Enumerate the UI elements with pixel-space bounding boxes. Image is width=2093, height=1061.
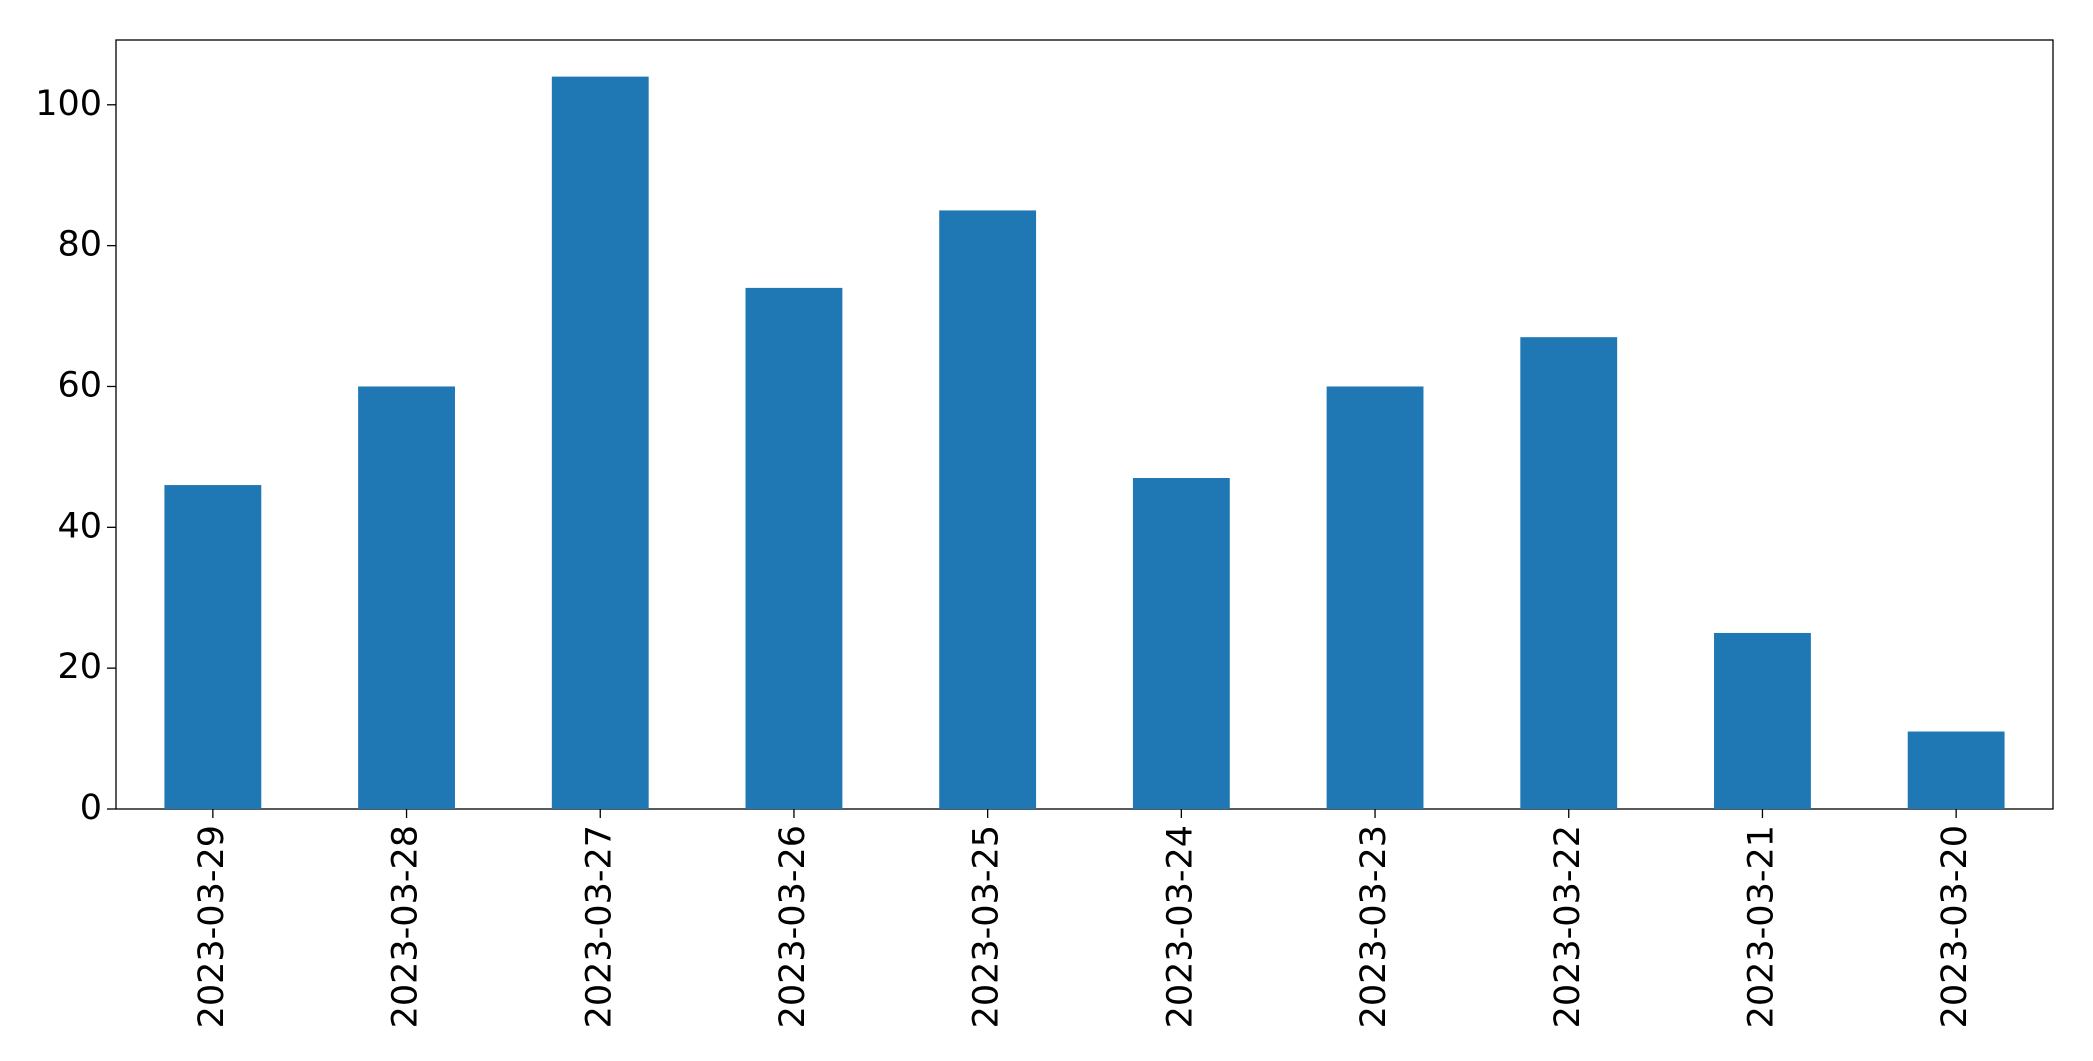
- x-tick-label: 2023-03-21: [1741, 825, 1781, 1028]
- bar: [1520, 337, 1618, 809]
- y-tick-label: 20: [57, 647, 102, 687]
- x-tick-label: 2023-03-27: [579, 825, 619, 1028]
- y-tick-label: 80: [57, 225, 102, 265]
- y-tick-label: 40: [57, 506, 102, 546]
- bar: [1907, 731, 2005, 809]
- x-tick-label: 2023-03-29: [192, 825, 232, 1028]
- x-tick-label: 2023-03-28: [386, 825, 426, 1028]
- x-tick-label: 2023-03-25: [967, 825, 1007, 1028]
- bar: [1326, 386, 1424, 809]
- x-tick-label: 2023-03-22: [1548, 825, 1588, 1028]
- x-tick-label: 2023-03-24: [1160, 825, 1200, 1028]
- x-tick-label: 2023-03-26: [773, 825, 813, 1028]
- y-tick-label: 60: [57, 365, 102, 405]
- y-tick-label: 0: [80, 788, 102, 828]
- bar: [358, 386, 455, 809]
- bar: [939, 210, 1037, 809]
- bar: [745, 287, 843, 809]
- y-tick-label: 100: [35, 84, 102, 124]
- bar: [1132, 478, 1230, 809]
- x-tick-label: 2023-03-20: [1935, 825, 1975, 1028]
- bar: [1714, 632, 1811, 809]
- bar: [551, 76, 649, 810]
- bar: [164, 485, 262, 809]
- x-tick-label: 2023-03-23: [1354, 825, 1394, 1028]
- plot-frame: [115, 39, 2054, 810]
